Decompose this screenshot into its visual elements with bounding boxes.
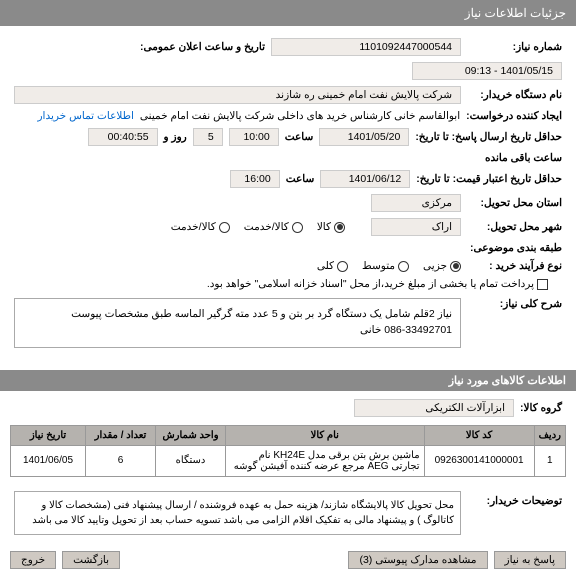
validity-date: 1401/06/12 <box>320 170 410 188</box>
desc-box: نیاز 2قلم شامل یک دستگاه گرد بر بتن و 5 … <box>14 298 461 348</box>
exit-button[interactable]: خروج <box>10 551 56 569</box>
days-label: روز و <box>164 131 187 143</box>
payment-checkbox[interactable]: پرداخت تمام یا بخشی از مبلغ خرید،از محل … <box>207 278 548 290</box>
time-label-1: ساعت <box>285 131 314 143</box>
creator-label: ایجاد کننده درخواست: <box>466 110 562 122</box>
radio-dot-icon <box>334 222 345 233</box>
explain-box: محل تحویل کالا پالایشگاه شازند/ هزینه حم… <box>14 491 461 535</box>
radio-goods[interactable]: کالا <box>317 221 345 233</box>
section-title: جزئیات اطلاعات نیاز <box>465 6 566 20</box>
countdown-value: 00:40:55 <box>88 128 158 146</box>
cell-date: 1401/06/05 <box>11 445 86 476</box>
cell-r: 1 <box>534 445 565 476</box>
spacer <box>126 551 342 569</box>
creator-value: ابوالقاسم خانی کارشناس خرید های داخلی شر… <box>140 110 460 122</box>
radio-dot-icon <box>450 261 461 272</box>
section-header: جزئیات اطلاعات نیاز <box>0 0 576 26</box>
radio-dot-icon <box>337 261 348 272</box>
validity-time: 16:00 <box>230 170 280 188</box>
col-row: ردیف <box>534 425 565 445</box>
radio-dot-icon <box>219 222 230 233</box>
col-unit: واحد شمارش <box>156 425 226 445</box>
deadline-time: 10:00 <box>229 128 279 146</box>
items-header: اطلاعات کالاهای مورد نیاز <box>0 370 576 391</box>
need-number-label: شماره نیاز: <box>467 41 562 53</box>
details-section: شماره نیاز: 1101092447000544 تاریخ و ساع… <box>0 26 576 366</box>
bundle-label: طبقه بندی موضوعی: <box>467 242 562 254</box>
group-label: گروه کالا: <box>520 402 562 414</box>
button-bar: پاسخ به نیاز مشاهده مدارک پیوستی (3) باز… <box>0 545 576 579</box>
process-radio-group: جزیی متوسط کلی <box>317 260 461 272</box>
explain-label: توضیحات خریدار: <box>467 491 562 535</box>
device-name-value: شرکت پالایش نفت امام خمینی ره شازند <box>14 86 461 104</box>
radio-dot-icon <box>292 222 303 233</box>
col-code: کد کالا <box>424 425 534 445</box>
col-date: تاریخ نیاز <box>11 425 86 445</box>
remain-label: ساعت باقی مانده <box>485 152 562 164</box>
col-name: نام کالا <box>226 425 425 445</box>
province-label: استان محل تحویل: <box>467 197 562 209</box>
deadline-label: حداقل تاریخ ارسال پاسخ: تا تاریخ: <box>415 131 562 143</box>
table-header-row: ردیف کد کالا نام کالا واحد شمارش تعداد /… <box>11 425 566 445</box>
announce-label: تاریخ و ساعت اعلان عمومی: <box>140 41 265 53</box>
attachments-button[interactable]: مشاهده مدارک پیوستی (3) <box>348 551 487 569</box>
radio-dot-icon <box>398 261 409 272</box>
table-row: 1 0926300141000001 ماشین برش بتن برقی مد… <box>11 445 566 476</box>
cell-name: ماشین برش بتن برقی مدل KH24E نام تجارتی … <box>226 445 425 476</box>
city-value: اراک <box>371 218 461 236</box>
days-value: 5 <box>193 128 223 146</box>
device-name-label: نام دستگاه خریدار: <box>467 89 562 101</box>
service-radio-group: کالا کالا/خدمت کالا/خدمت <box>171 221 345 233</box>
radio-partial[interactable]: جزیی <box>423 260 461 272</box>
page-root: جزئیات اطلاعات نیاز شماره نیاز: 11010924… <box>0 0 576 579</box>
validity-label: حداقل تاریخ اعتبار قیمت: تا تاریخ: <box>416 173 562 185</box>
group-row: گروه کالا: ابزارآلات الکتریکی <box>0 391 576 425</box>
radio-both[interactable]: کالا/خدمت <box>171 221 230 233</box>
desc-label: شرح کلی نیاز: <box>467 298 562 310</box>
city-label: شهر محل تحویل: <box>467 221 562 233</box>
explain-row: توضیحات خریدار: محل تحویل کالا پالایشگاه… <box>0 485 576 545</box>
cell-code: 0926300141000001 <box>424 445 534 476</box>
deadline-date: 1401/05/20 <box>319 128 409 146</box>
process-label: نوع فرآیند خرید : <box>467 260 562 272</box>
announce-value: 1401/05/15 - 09:13 <box>412 62 562 80</box>
cell-unit: دستگاه <box>156 445 226 476</box>
time-label-2: ساعت <box>286 173 315 185</box>
group-value: ابزارآلات الکتریکی <box>354 399 514 417</box>
radio-service[interactable]: کالا/خدمت <box>244 221 303 233</box>
cell-qty: 6 <box>86 445 156 476</box>
need-number-value: 1101092447000544 <box>271 38 461 56</box>
checkbox-icon <box>537 279 548 290</box>
contact-link[interactable]: اطلاعات تماس خریدار <box>37 110 133 122</box>
items-table: ردیف کد کالا نام کالا واحد شمارش تعداد /… <box>10 425 566 477</box>
radio-full[interactable]: کلی <box>317 260 348 272</box>
radio-mid[interactable]: متوسط <box>362 260 409 272</box>
province-value: مرکزی <box>371 194 461 212</box>
reply-button[interactable]: پاسخ به نیاز <box>494 551 566 569</box>
payment-note: پرداخت تمام یا بخشی از مبلغ خرید،از محل … <box>207 278 534 290</box>
back-button[interactable]: بازگشت <box>62 551 120 569</box>
col-qty: تعداد / مقدار <box>86 425 156 445</box>
